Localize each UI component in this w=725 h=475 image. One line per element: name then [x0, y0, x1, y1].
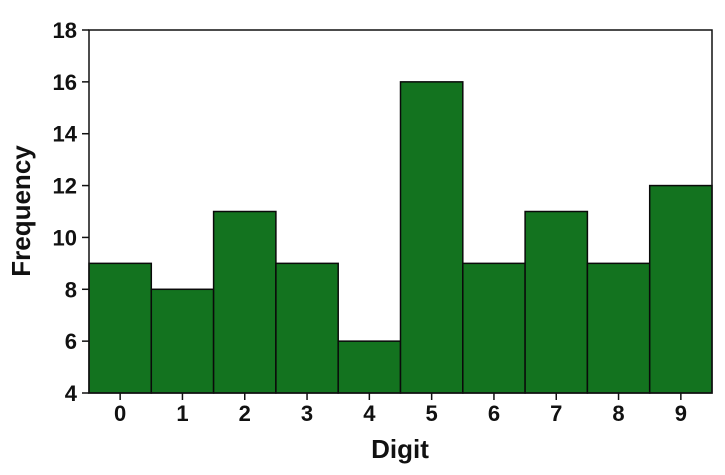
y-tick-label: 6: [65, 329, 77, 354]
bar-digit-2: [212, 210, 277, 394]
bar-digit-3: [275, 262, 339, 394]
y-tick-label: 8: [65, 277, 77, 302]
y-tick-label: 10: [53, 225, 77, 250]
plot-frame: [88, 29, 713, 394]
y-tick-label: 16: [53, 70, 77, 95]
bar-digit-9: [648, 184, 713, 394]
x-tick-label: 1: [176, 401, 188, 426]
x-tick-label: 5: [426, 401, 438, 426]
x-tick-label: 8: [612, 401, 624, 426]
bar-digit-6: [462, 262, 526, 394]
bar-digit-5: [399, 81, 464, 394]
y-tick-label: 14: [53, 122, 78, 147]
x-tick-label: 0: [114, 401, 126, 426]
bar-digit-8: [586, 262, 651, 394]
x-tick-label: 9: [675, 401, 687, 426]
x-axis: 0 1 2 3 4 5 6 7 8 9: [114, 393, 687, 426]
bar-digit-7: [524, 210, 589, 394]
x-tick-label: 4: [363, 401, 376, 426]
x-tick-label: 3: [301, 401, 313, 426]
x-tick-label: 7: [550, 401, 562, 426]
bar-digit-1: [150, 288, 215, 394]
y-tick-label: 18: [53, 18, 77, 43]
x-axis-label: Digit: [371, 434, 429, 464]
y-axis-label: Frequency: [6, 145, 36, 277]
y-tick-label: 12: [53, 174, 77, 199]
bar-digit-0: [88, 262, 153, 394]
y-tick-label: 4: [65, 381, 78, 406]
x-tick-label: 2: [239, 401, 251, 426]
x-tick-label: 6: [488, 401, 500, 426]
y-axis: 4 6 8 10 12 14 16 18: [53, 18, 89, 406]
bars-group: [88, 81, 713, 394]
bar-digit-4: [337, 340, 402, 394]
